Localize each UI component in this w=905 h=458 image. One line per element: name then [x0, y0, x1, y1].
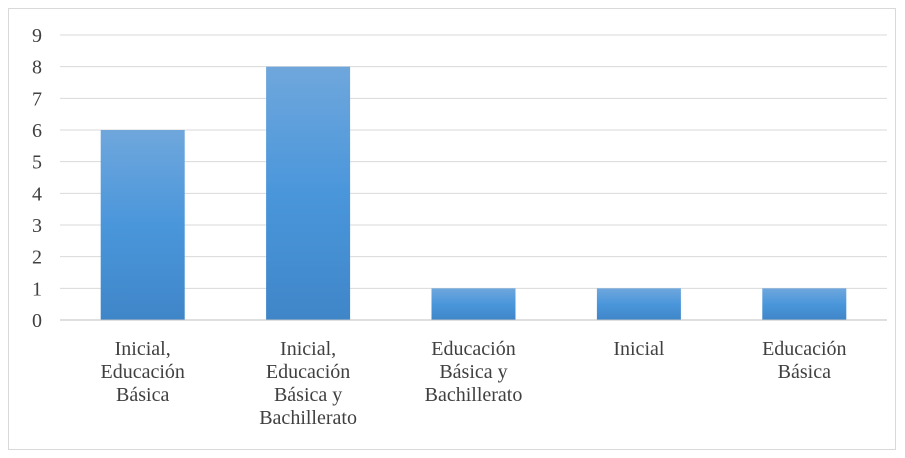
y-tick-label: 0 [32, 310, 42, 332]
x-category-label-line: Básica [116, 384, 169, 406]
x-category-label-line: Básica [778, 361, 831, 383]
x-category-label-line: Bachillerato [259, 407, 357, 429]
x-category-label-line: Básica y [439, 361, 507, 383]
gridlines [60, 34, 887, 289]
x-category-label: Inicial, Educación Básica y Bachillerato [259, 338, 357, 429]
bar [762, 288, 847, 320]
x-category-label: Inicial, Educación Básica [100, 338, 184, 406]
y-tick-label: 8 [32, 57, 42, 79]
y-tick-label: 3 [32, 215, 42, 237]
y-tick-label: 4 [32, 183, 42, 205]
x-category-label: Educación Básica [762, 338, 846, 383]
x-category-label-line: Inicial, [115, 338, 171, 360]
bars [100, 66, 847, 321]
y-tick-label: 1 [32, 278, 42, 300]
y-tick-label: 2 [32, 247, 42, 269]
x-category-label-line: Inicial, [280, 338, 336, 360]
x-category-label: Inicial [613, 338, 665, 360]
x-category-label-line: Inicial [613, 338, 665, 360]
bar [596, 288, 681, 320]
x-category-label-line: Educación [266, 361, 350, 383]
x-category-label-line: Educación [431, 338, 515, 360]
bar [100, 130, 185, 320]
x-category-label-line: Básica y [274, 384, 342, 406]
x-category-label-line: Bachillerato [425, 384, 523, 406]
bar [431, 288, 516, 320]
x-category-label: Educación Básica y Bachillerato [425, 338, 523, 406]
y-tick-label: 9 [32, 25, 42, 47]
y-tick-label: 6 [32, 120, 42, 142]
y-tick-label: 5 [32, 152, 42, 174]
x-category-label-line: Educación [100, 361, 184, 383]
bar [266, 66, 351, 321]
y-axis-ticks: 0 1 2 3 4 5 6 7 8 9 [32, 25, 42, 332]
x-category-label-line: Educación [762, 338, 846, 360]
y-tick-label: 7 [32, 88, 42, 110]
